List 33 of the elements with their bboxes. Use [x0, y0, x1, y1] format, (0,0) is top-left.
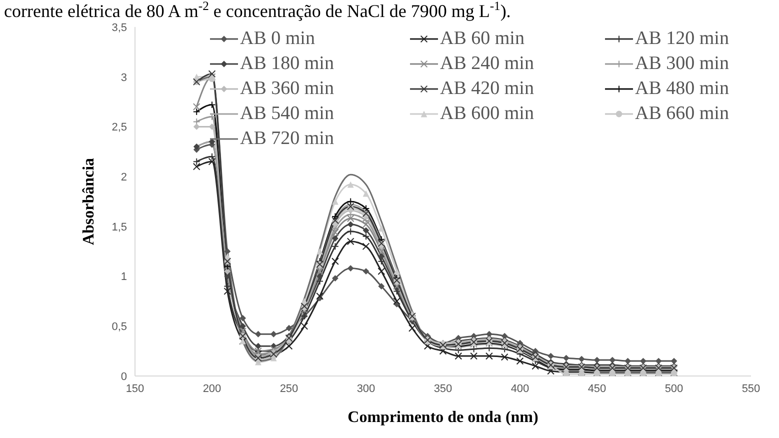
text: corrente elétrica de 80 A m$^{-2}$ e concentração de NaCl de 7900 mg L$^{-1}$).	[4, 0, 511, 21]
legend-label: AB 0 min	[240, 27, 315, 51]
x-tick-label: 350	[434, 382, 452, 395]
y-tick-label: 3	[120, 72, 127, 84]
legend-label: AB 540 min	[240, 102, 334, 126]
legend-label: AB 720 min	[240, 127, 334, 151]
legend-label: AB 300 min	[635, 52, 729, 76]
legend-label: AB 660 min	[635, 102, 729, 126]
y-tick-label: 1,5	[112, 221, 127, 234]
x-tick-label: 150	[126, 382, 144, 395]
x-tick-label: 200	[202, 382, 222, 395]
legend-label: AB 180 min	[240, 52, 334, 76]
legend-label: AB 600 min	[440, 102, 534, 126]
x-tick-label: 500	[664, 382, 684, 395]
x-axis-title: Comprimento de onda (nm)	[348, 409, 538, 426]
y-tick-label: 0,5	[112, 321, 127, 334]
x-tick-label: 550	[742, 382, 760, 395]
legend-label: AB 60 min	[440, 27, 524, 51]
legend-label: AB 480 min	[635, 77, 729, 101]
x-tick-label: 450	[588, 382, 606, 395]
y-tick-label: 1	[120, 271, 127, 284]
y-tick-label: 2	[120, 171, 127, 184]
legend-label: AB 120 min	[635, 27, 729, 51]
legend-label: AB 360 min	[240, 77, 334, 101]
x-tick-label: 400	[510, 382, 530, 395]
x-tick-label: 250	[280, 382, 298, 395]
x-tick-label: 300	[356, 382, 376, 395]
y-tick-label: 2,5	[112, 122, 127, 134]
y-tick-label: 3,5	[112, 22, 127, 34]
y-axis-title: Absorbância	[80, 158, 98, 246]
legend-label: AB 240 min	[440, 52, 534, 76]
y-tick-label: 0	[120, 370, 127, 383]
legend-label: AB 420 min	[440, 77, 534, 101]
